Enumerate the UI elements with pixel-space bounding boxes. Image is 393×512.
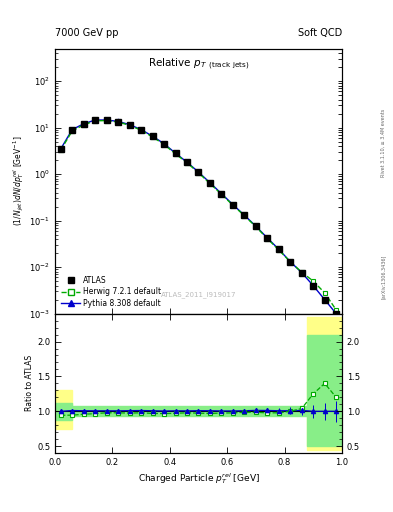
Y-axis label: $(1/N_{jet})dN/dp_T^{rel}$ [GeV$^{-1}$]: $(1/N_{jet})dN/dp_T^{rel}$ [GeV$^{-1}$] <box>12 136 26 226</box>
Text: ATLAS_2011_I919017: ATLAS_2011_I919017 <box>161 291 236 298</box>
Text: 7000 GeV pp: 7000 GeV pp <box>55 28 119 38</box>
Bar <box>72 407 307 416</box>
Text: [arXiv:1306.3436]: [arXiv:1306.3436] <box>381 254 386 298</box>
Text: Rivet 3.1.10, ≥ 3.4M events: Rivet 3.1.10, ≥ 3.4M events <box>381 109 386 178</box>
Bar <box>55 403 72 420</box>
Y-axis label: Ratio to ATLAS: Ratio to ATLAS <box>25 355 34 412</box>
Text: Relative $p_T$ $\mathregular{_{(track\ jets)}}$: Relative $p_T$ $\mathregular{_{(track\ j… <box>148 57 249 72</box>
Text: Soft QCD: Soft QCD <box>298 28 342 38</box>
Legend: ATLAS, Herwig 7.2.1 default, Pythia 8.308 default: ATLAS, Herwig 7.2.1 default, Pythia 8.30… <box>59 273 164 310</box>
Bar <box>307 334 342 446</box>
Bar <box>307 317 342 450</box>
X-axis label: Charged Particle $p_T^{rel}$ [GeV]: Charged Particle $p_T^{rel}$ [GeV] <box>138 471 259 486</box>
Bar <box>55 390 72 429</box>
